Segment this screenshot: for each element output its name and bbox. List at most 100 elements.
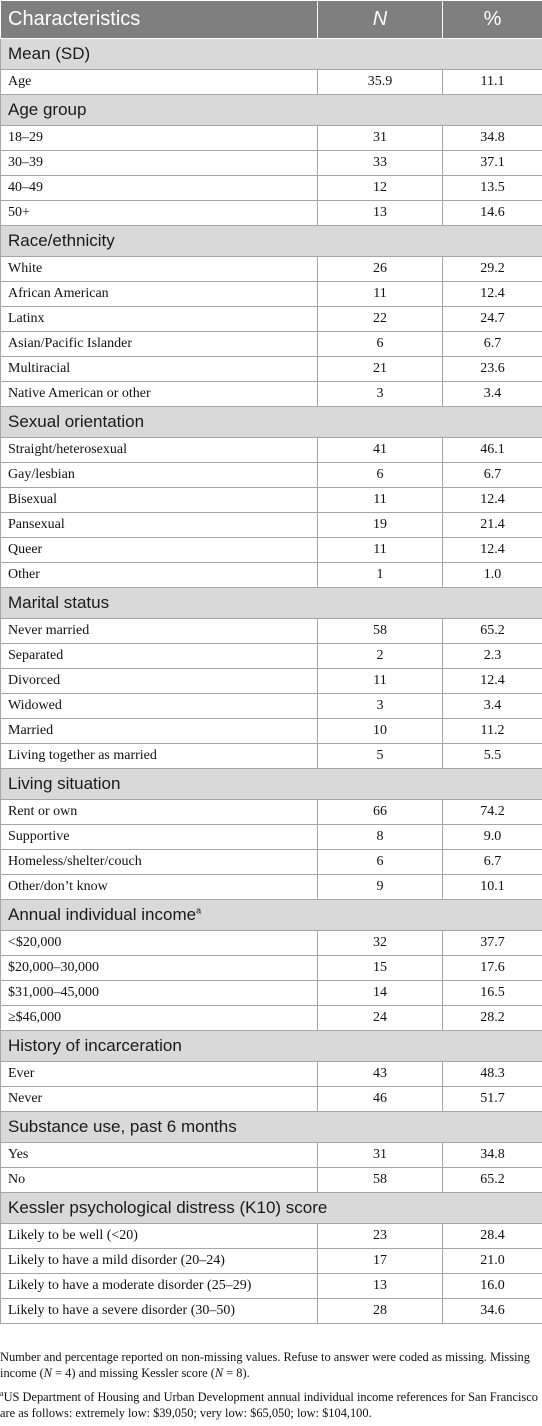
row-n-value: 58: [318, 1168, 443, 1193]
table-row: Likely to have a moderate disorder (25–2…: [1, 1274, 542, 1299]
row-label: Gay/lesbian: [1, 463, 318, 488]
section-title: Marital status: [1, 588, 542, 619]
row-percent-value: 14.6: [443, 201, 542, 226]
row-n-value: 28: [318, 1299, 443, 1324]
row-percent-value: 46.1: [443, 438, 542, 463]
header-characteristics: Characteristics: [1, 1, 318, 39]
section-header-row: Race/ethnicity: [1, 226, 542, 257]
row-percent-value: 2.3: [443, 644, 542, 669]
row-n-value: 6: [318, 463, 443, 488]
row-label: Other/don’t know: [1, 875, 318, 900]
row-n-value: 46: [318, 1087, 443, 1112]
section-title: Age group: [1, 95, 542, 126]
row-percent-value: 3.4: [443, 382, 542, 407]
row-label: 50+: [1, 201, 318, 226]
row-label: Never: [1, 1087, 318, 1112]
row-percent-value: 24.7: [443, 307, 542, 332]
row-label: 30–39: [1, 151, 318, 176]
row-percent-value: 5.5: [443, 744, 542, 769]
row-percent-value: 12.4: [443, 538, 542, 563]
row-percent-value: 51.7: [443, 1087, 542, 1112]
row-label: Never married: [1, 619, 318, 644]
footnote-missing: Number and percentage reported on non-mi…: [0, 1349, 542, 1381]
row-label: No: [1, 1168, 318, 1193]
row-percent-value: 29.2: [443, 257, 542, 282]
row-label: White: [1, 257, 318, 282]
row-percent-value: 12.4: [443, 282, 542, 307]
row-n-value: 22: [318, 307, 443, 332]
row-label: $31,000–45,000: [1, 981, 318, 1006]
row-n-value: 66: [318, 800, 443, 825]
row-label: ≥$46,000: [1, 1006, 318, 1031]
row-n-value: 41: [318, 438, 443, 463]
row-label: 18–29: [1, 126, 318, 151]
row-label: Likely to have a moderate disorder (25–2…: [1, 1274, 318, 1299]
row-n-value: 24: [318, 1006, 443, 1031]
row-label: Asian/Pacific Islander: [1, 332, 318, 357]
row-n-value: 11: [318, 669, 443, 694]
row-n-value: 43: [318, 1062, 443, 1087]
row-label: Pansexual: [1, 513, 318, 538]
row-n-value: 1: [318, 563, 443, 588]
row-n-value: 19: [318, 513, 443, 538]
section-title-text: Mean (SD): [8, 44, 90, 63]
row-label: Separated: [1, 644, 318, 669]
row-label: Other: [1, 563, 318, 588]
row-label: Supportive: [1, 825, 318, 850]
row-n-value: 31: [318, 126, 443, 151]
section-header-row: Marital status: [1, 588, 542, 619]
row-label: Likely to have a severe disorder (30–50): [1, 1299, 318, 1324]
row-label: Likely to be well (<20): [1, 1224, 318, 1249]
row-percent-value: 11.1: [443, 70, 542, 95]
row-label: Native American or other: [1, 382, 318, 407]
row-percent-value: 34.8: [443, 1143, 542, 1168]
section-title: Mean (SD): [1, 39, 542, 70]
row-n-value: 35.9: [318, 70, 443, 95]
row-n-value: 58: [318, 619, 443, 644]
row-n-value: 14: [318, 981, 443, 1006]
row-label: Yes: [1, 1143, 318, 1168]
row-percent-value: 16.5: [443, 981, 542, 1006]
section-header-row: Age group: [1, 95, 542, 126]
row-label: Widowed: [1, 694, 318, 719]
section-title: Annual individual incomea: [1, 900, 542, 931]
row-n-value: 31: [318, 1143, 443, 1168]
row-label: African American: [1, 282, 318, 307]
row-percent-value: 16.0: [443, 1274, 542, 1299]
section-title: Substance use, past 6 months: [1, 1112, 542, 1143]
row-label: $20,000–30,000: [1, 956, 318, 981]
row-n-value: 6: [318, 332, 443, 357]
row-n-value: 6: [318, 850, 443, 875]
row-n-value: 11: [318, 282, 443, 307]
row-percent-value: 3.4: [443, 694, 542, 719]
section-header-row: Mean (SD): [1, 39, 542, 70]
row-label: Rent or own: [1, 800, 318, 825]
row-label: Bisexual: [1, 488, 318, 513]
row-percent-value: 12.4: [443, 669, 542, 694]
section-title-text: Substance use, past 6 months: [8, 1117, 237, 1136]
row-percent-value: 34.6: [443, 1299, 542, 1324]
row-percent-value: 23.6: [443, 357, 542, 382]
row-percent-value: 6.7: [443, 332, 542, 357]
row-n-value: 21: [318, 357, 443, 382]
